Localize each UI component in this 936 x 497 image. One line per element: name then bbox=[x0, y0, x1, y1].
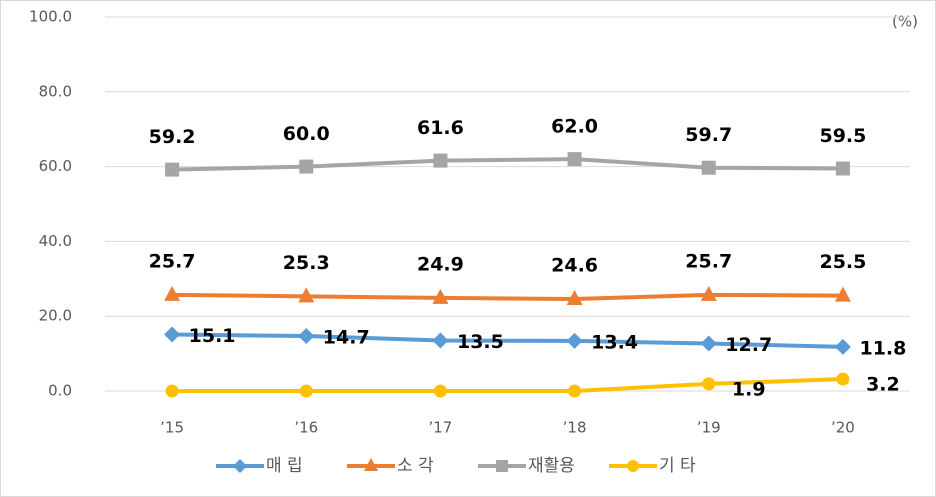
data-label: 59.2 bbox=[149, 126, 196, 148]
data-point bbox=[165, 384, 179, 398]
series-line bbox=[172, 377, 843, 393]
data-label: 24.9 bbox=[417, 253, 464, 275]
data-label: 25.7 bbox=[685, 250, 732, 272]
data-point bbox=[432, 288, 449, 304]
data-point bbox=[701, 160, 716, 175]
x-tick-label: ’20 bbox=[831, 419, 855, 437]
data-label: 59.5 bbox=[819, 125, 866, 147]
data-point bbox=[164, 326, 181, 343]
data-point bbox=[299, 159, 314, 174]
data-point bbox=[834, 286, 851, 302]
data-label: 61.6 bbox=[417, 117, 464, 139]
data-point bbox=[700, 285, 717, 301]
legend-marker bbox=[364, 458, 378, 471]
data-label: 3.2 bbox=[866, 374, 900, 396]
legend-label: 재활용 bbox=[528, 456, 575, 476]
series-line bbox=[172, 332, 843, 349]
data-point bbox=[567, 152, 582, 167]
y-tick-label: 60.0 bbox=[39, 157, 72, 175]
y-tick-label: 80.0 bbox=[39, 82, 72, 100]
data-label: 25.7 bbox=[149, 250, 196, 272]
x-tick-label: ’17 bbox=[428, 419, 452, 437]
data-label: 11.8 bbox=[859, 337, 906, 359]
x-tick-label: ’19 bbox=[697, 419, 721, 437]
data-point bbox=[566, 332, 583, 349]
data-point bbox=[432, 332, 449, 349]
data-point bbox=[702, 377, 716, 391]
unit-label: (%) bbox=[892, 13, 918, 31]
x-tick-label: ’16 bbox=[294, 419, 318, 437]
data-label: 24.6 bbox=[551, 254, 598, 276]
data-label: 25.5 bbox=[819, 251, 866, 273]
data-point bbox=[165, 162, 180, 177]
y-tick-label: 40.0 bbox=[39, 232, 72, 250]
data-point bbox=[298, 328, 315, 345]
y-tick-label: 0.0 bbox=[48, 382, 72, 400]
data-point bbox=[566, 289, 583, 305]
data-label: 13.4 bbox=[591, 331, 638, 353]
x-tick-label: ’15 bbox=[160, 419, 184, 437]
data-point bbox=[164, 285, 181, 301]
series-line bbox=[172, 292, 843, 301]
y-tick-label: 100.0 bbox=[29, 8, 72, 26]
data-label: 15.1 bbox=[189, 325, 236, 347]
legend-marker bbox=[496, 460, 508, 472]
legend-label: 기 타 bbox=[659, 456, 696, 476]
series-line bbox=[172, 157, 843, 172]
data-label: 13.5 bbox=[457, 331, 504, 353]
data-point bbox=[299, 384, 313, 398]
data-label: 12.7 bbox=[725, 334, 772, 356]
data-point bbox=[433, 153, 448, 168]
data-point bbox=[433, 384, 447, 398]
data-point bbox=[834, 338, 851, 355]
y-tick-label: 20.0 bbox=[39, 307, 72, 325]
data-point bbox=[836, 372, 850, 386]
data-label: 59.7 bbox=[685, 124, 732, 146]
data-point bbox=[700, 335, 717, 352]
data-label: 60.0 bbox=[283, 123, 330, 145]
data-label: 25.3 bbox=[283, 252, 330, 274]
legend-marker bbox=[627, 460, 639, 472]
data-point bbox=[835, 161, 850, 176]
data-point bbox=[298, 287, 315, 303]
x-tick-label: ’18 bbox=[563, 419, 587, 437]
data-label: 62.0 bbox=[551, 116, 598, 138]
data-label: 14.7 bbox=[323, 327, 370, 349]
legend-label: 소 각 bbox=[397, 456, 434, 476]
data-label: 1.9 bbox=[732, 378, 766, 400]
legend-label: 매 립 bbox=[266, 456, 303, 476]
data-point bbox=[568, 384, 582, 398]
legend-marker bbox=[233, 459, 247, 473]
